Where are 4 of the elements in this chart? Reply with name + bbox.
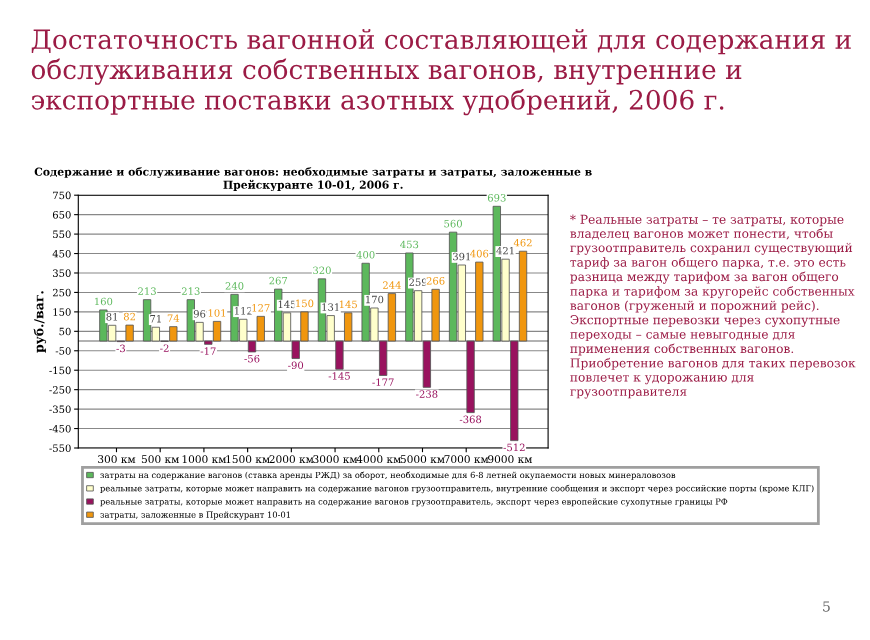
bar <box>212 320 222 342</box>
bar <box>99 309 108 342</box>
bar <box>142 299 152 342</box>
chart-title: Достаточность вагонной составляющей для содержания и обслуживания собственных вагонов, внутренние и экспортные поставки азотных удобрений, 2006 г. <box>31 29 851 116</box>
